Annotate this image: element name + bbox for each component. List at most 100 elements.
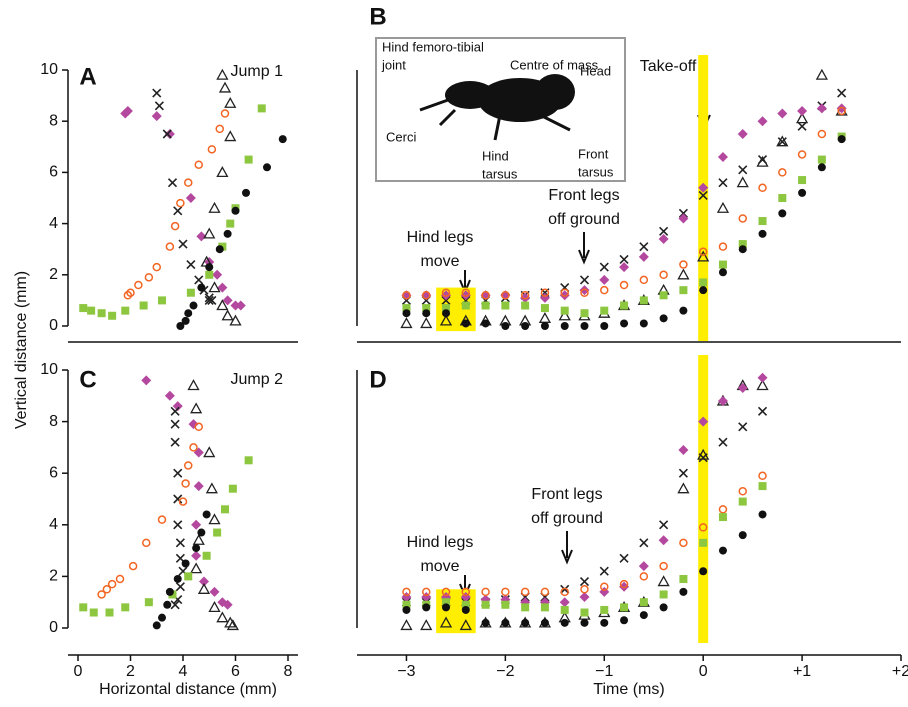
point (778, 194, 787, 202)
point (659, 603, 668, 612)
point (226, 219, 235, 228)
point (442, 309, 451, 318)
point (176, 198, 185, 208)
point (580, 608, 589, 617)
point (620, 319, 629, 328)
y-tick-label: 0 (49, 619, 58, 636)
y-tick-label: 8 (49, 413, 58, 430)
point (204, 295, 214, 305)
point (619, 579, 629, 589)
point (560, 587, 569, 597)
inset-label: Front (578, 146, 609, 161)
x-tick-label: +2 (892, 663, 908, 680)
point (461, 587, 471, 597)
point (216, 299, 229, 311)
point (599, 262, 609, 272)
point (184, 178, 193, 187)
point (170, 406, 180, 416)
x-tick-label: +1 (793, 663, 811, 680)
series (200, 68, 242, 326)
point (738, 531, 747, 540)
point (184, 309, 193, 318)
point (481, 301, 490, 310)
point (757, 116, 768, 127)
point (619, 280, 629, 290)
point (679, 574, 688, 583)
point (190, 562, 203, 574)
point (798, 176, 807, 185)
point (521, 603, 530, 612)
point (134, 280, 143, 290)
point (400, 317, 413, 329)
point (501, 301, 510, 310)
point (639, 242, 649, 252)
point (181, 479, 190, 488)
point (173, 206, 183, 216)
point (139, 301, 148, 310)
point (173, 574, 182, 583)
point (501, 291, 510, 300)
point (194, 422, 203, 432)
point (560, 288, 569, 297)
inset-label: Hind (482, 148, 509, 163)
point (191, 519, 202, 530)
point (229, 314, 242, 326)
point (197, 582, 211, 594)
point (600, 605, 609, 614)
point (619, 553, 629, 563)
point (173, 520, 183, 530)
point (717, 152, 728, 163)
point (151, 111, 162, 122)
point (698, 190, 708, 201)
point (600, 285, 609, 295)
point (538, 311, 552, 323)
point (758, 183, 767, 193)
point (189, 443, 198, 452)
point (679, 306, 688, 315)
x-tick-label: −2 (496, 663, 514, 680)
point (175, 538, 185, 548)
point (481, 291, 490, 300)
point (718, 268, 727, 277)
point (677, 482, 690, 494)
point (185, 193, 196, 203)
point (144, 273, 154, 282)
point (737, 129, 748, 139)
point (402, 605, 411, 614)
point (157, 515, 167, 524)
point (658, 233, 669, 244)
point (776, 135, 789, 147)
annotation: move (420, 253, 459, 270)
point (208, 201, 221, 213)
point (559, 597, 570, 608)
point (108, 311, 117, 320)
point (738, 487, 747, 496)
point (756, 155, 769, 167)
point (600, 618, 609, 627)
annotation: Front legs (531, 486, 602, 503)
point (738, 165, 748, 175)
point (520, 587, 530, 597)
point (658, 535, 669, 546)
series (187, 379, 239, 631)
point (244, 155, 253, 164)
point (228, 484, 237, 493)
point (620, 616, 629, 625)
point (170, 437, 180, 447)
point (579, 592, 590, 603)
point (579, 576, 590, 587)
point (205, 270, 214, 279)
annotation: Hind legs (407, 229, 474, 246)
point (659, 291, 668, 300)
point (481, 587, 490, 597)
point (619, 262, 630, 273)
point (205, 482, 218, 494)
point (215, 124, 224, 134)
point (620, 301, 629, 310)
point (216, 611, 229, 623)
point (212, 269, 223, 280)
point (257, 104, 266, 113)
point (422, 603, 431, 612)
point (202, 551, 211, 560)
point (164, 129, 175, 139)
